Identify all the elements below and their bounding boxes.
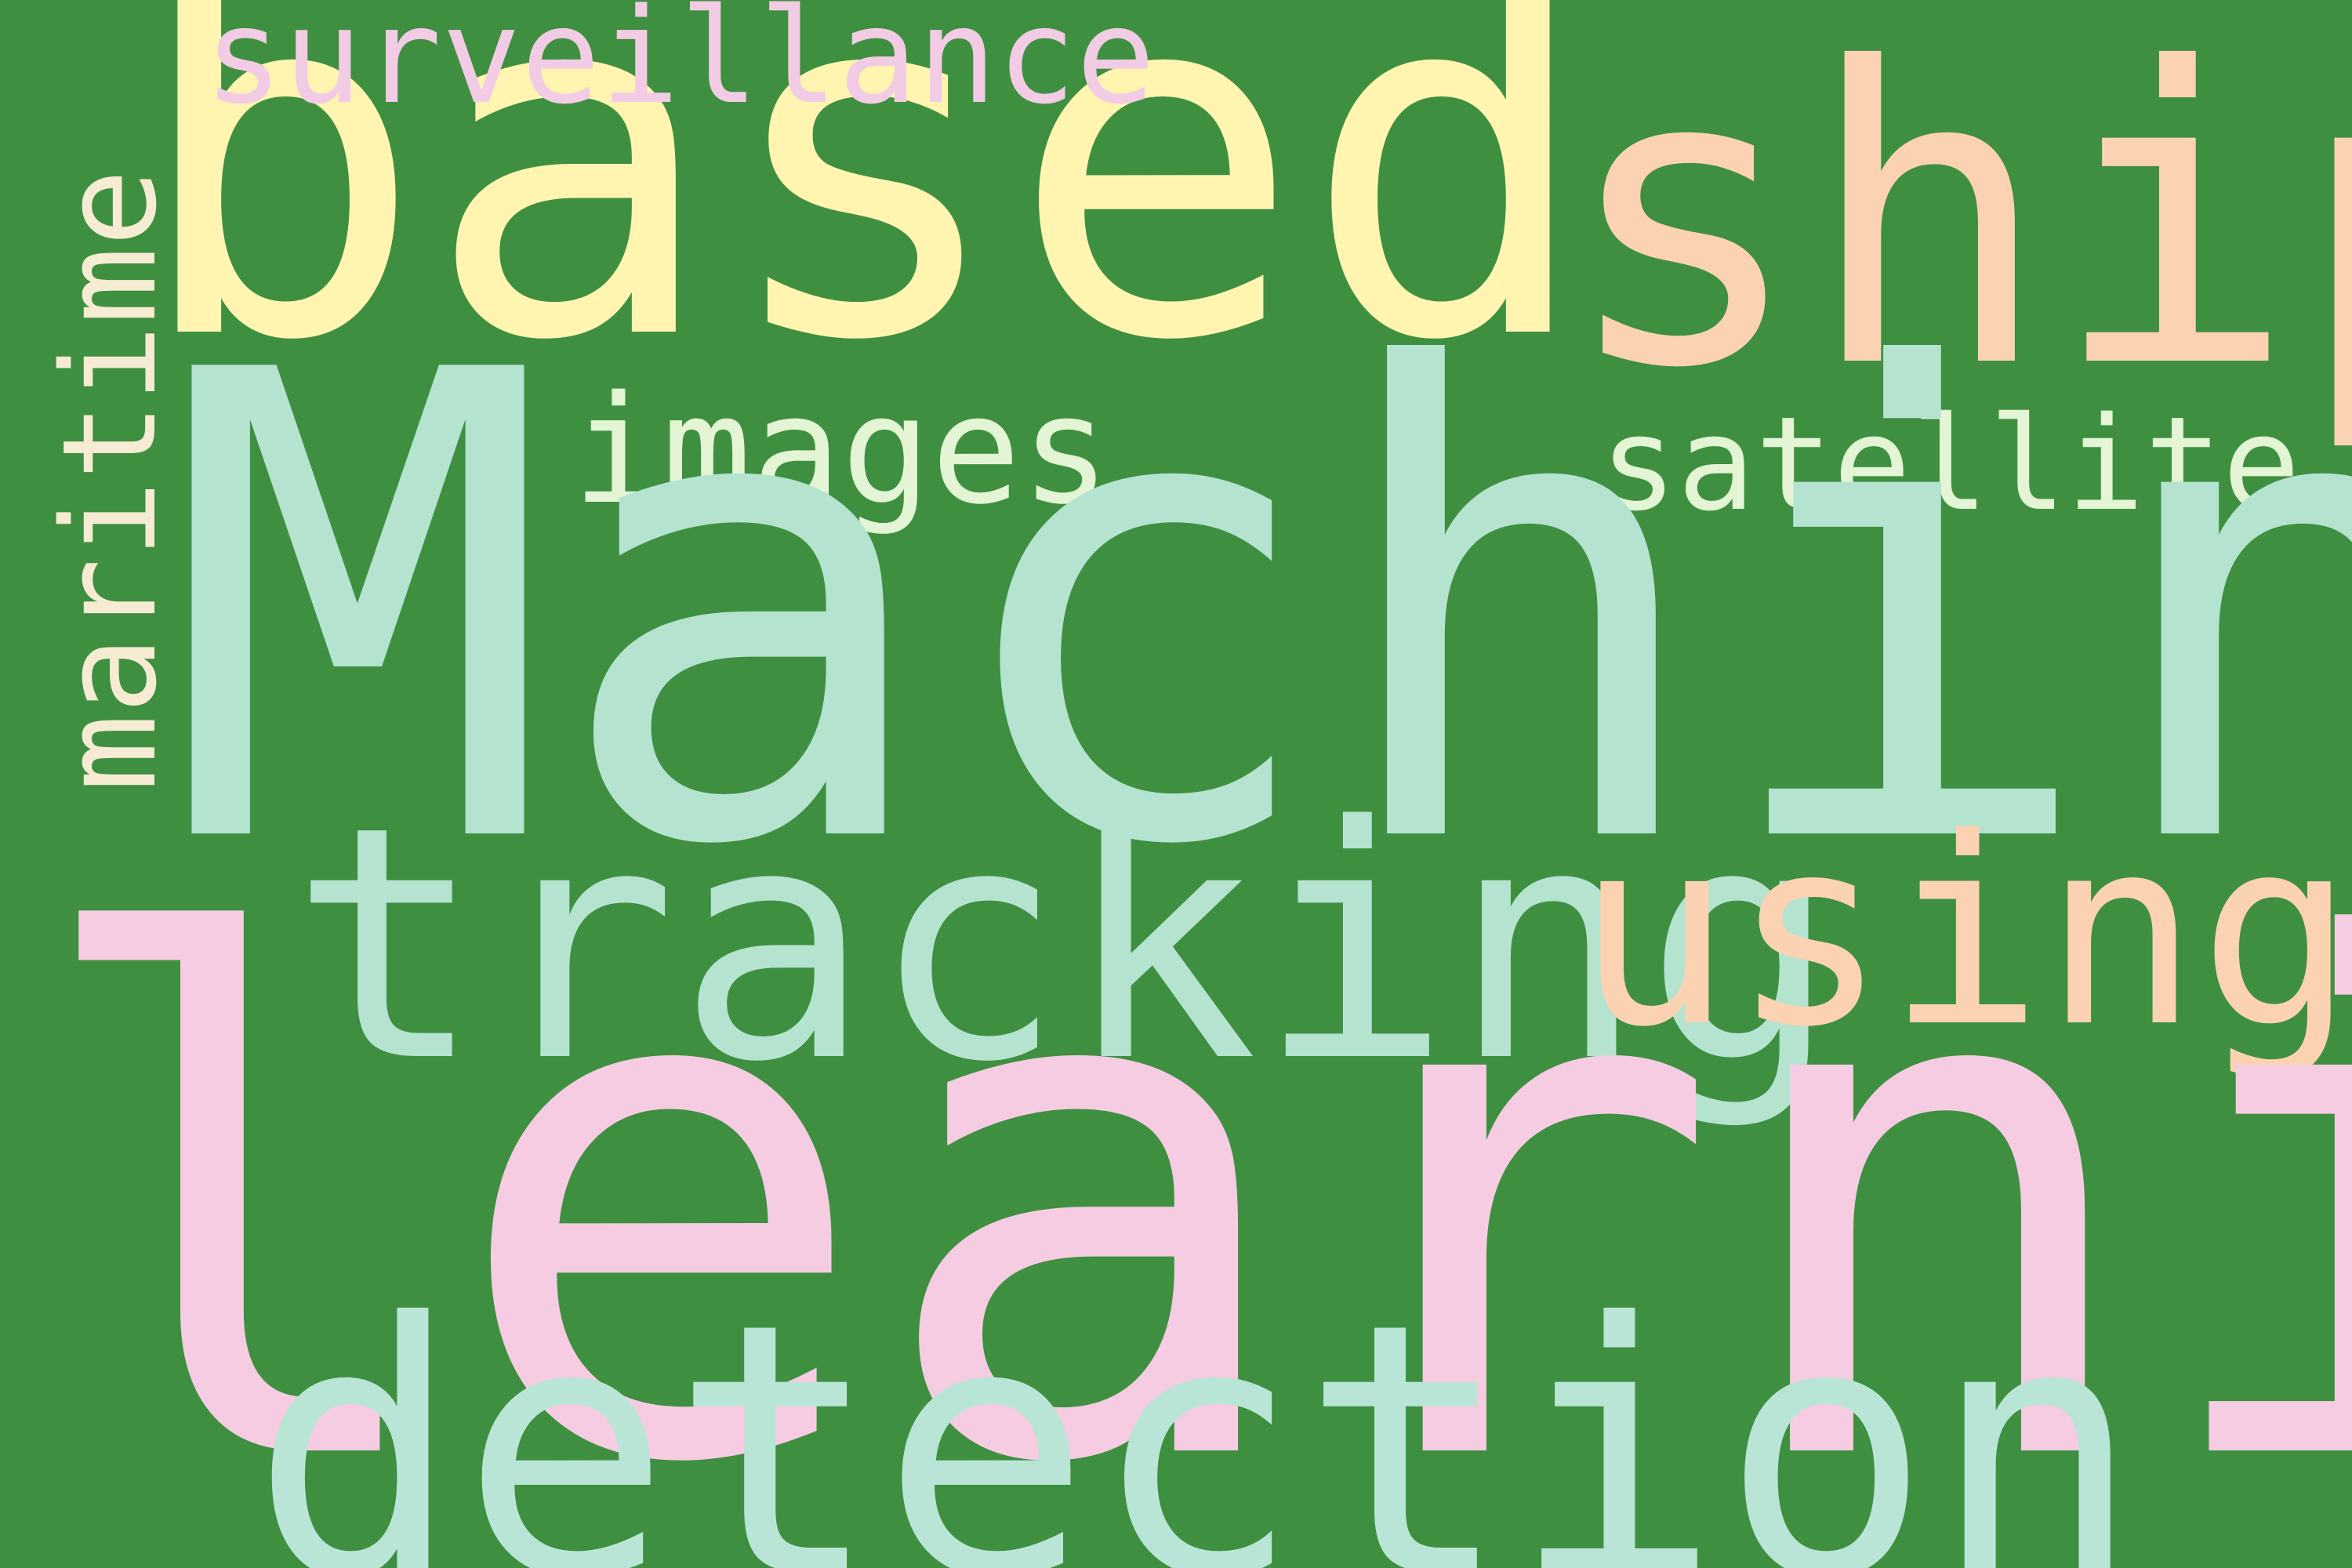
word-images: images [572, 364, 1111, 537]
word-using: using [1576, 782, 2352, 1083]
word-detection: detection [251, 1249, 2142, 1568]
word-maritime: maritime [34, 169, 185, 792]
word-learning: learning [24, 797, 2352, 1568]
word-tracking: tracking [290, 757, 1838, 1132]
word-surveillance: surveillance [204, 0, 1156, 133]
word-machine: Machine [165, 238, 2352, 985]
word-ship: ship [1560, 0, 2352, 457]
word-based: based [132, 0, 1595, 447]
word-satellite: satellite [1599, 389, 2301, 539]
